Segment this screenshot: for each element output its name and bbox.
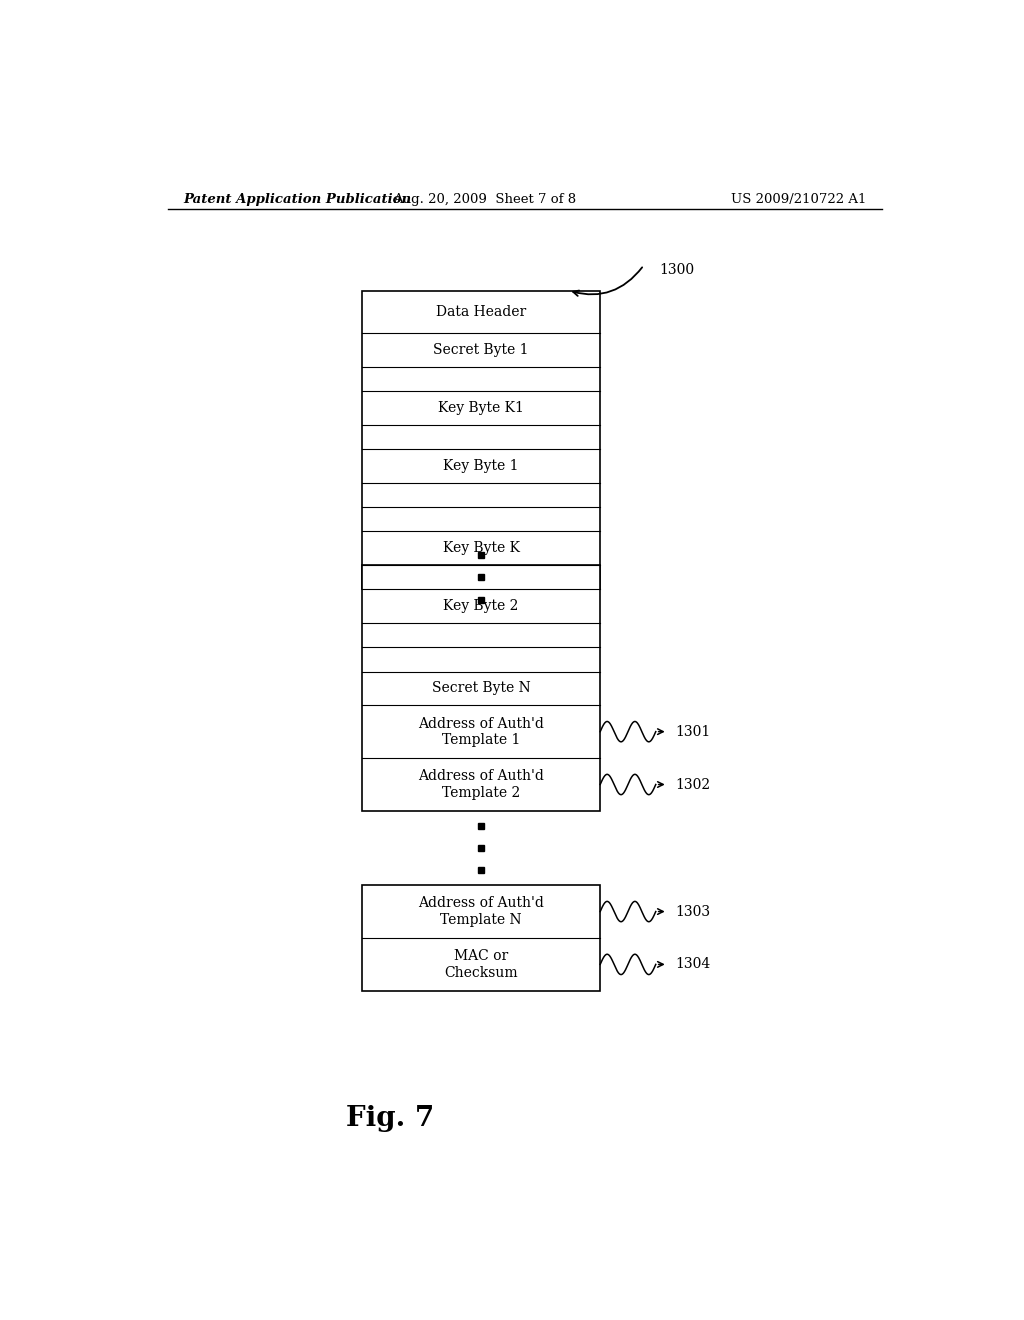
Bar xyxy=(362,290,600,589)
Bar xyxy=(362,565,600,810)
Text: Address of Auth'd
Template 1: Address of Auth'd Template 1 xyxy=(418,717,544,747)
Text: Aug. 20, 2009  Sheet 7 of 8: Aug. 20, 2009 Sheet 7 of 8 xyxy=(393,193,577,206)
Text: Secret Byte N: Secret Byte N xyxy=(432,681,530,696)
Text: Secret Byte 1: Secret Byte 1 xyxy=(433,343,529,356)
Text: MAC or
Checksum: MAC or Checksum xyxy=(444,949,518,979)
Text: Data Header: Data Header xyxy=(436,305,526,319)
Text: Key Byte K1: Key Byte K1 xyxy=(438,401,524,414)
Text: Address of Auth'd
Template 2: Address of Auth'd Template 2 xyxy=(418,770,544,800)
Text: Fig. 7: Fig. 7 xyxy=(346,1105,434,1133)
Text: 1301: 1301 xyxy=(676,725,711,739)
Text: Patent Application Publication: Patent Application Publication xyxy=(183,193,412,206)
Text: Key Byte K: Key Byte K xyxy=(442,541,519,556)
Text: Key Byte 1: Key Byte 1 xyxy=(443,459,519,473)
Text: 1303: 1303 xyxy=(676,904,711,919)
Text: Key Byte 2: Key Byte 2 xyxy=(443,599,519,612)
Text: 1302: 1302 xyxy=(676,777,711,792)
Text: Address of Auth'd
Template N: Address of Auth'd Template N xyxy=(418,896,544,927)
Text: US 2009/210722 A1: US 2009/210722 A1 xyxy=(731,193,866,206)
Text: 1300: 1300 xyxy=(659,263,695,277)
Bar xyxy=(362,886,600,991)
Text: 1304: 1304 xyxy=(676,957,711,972)
